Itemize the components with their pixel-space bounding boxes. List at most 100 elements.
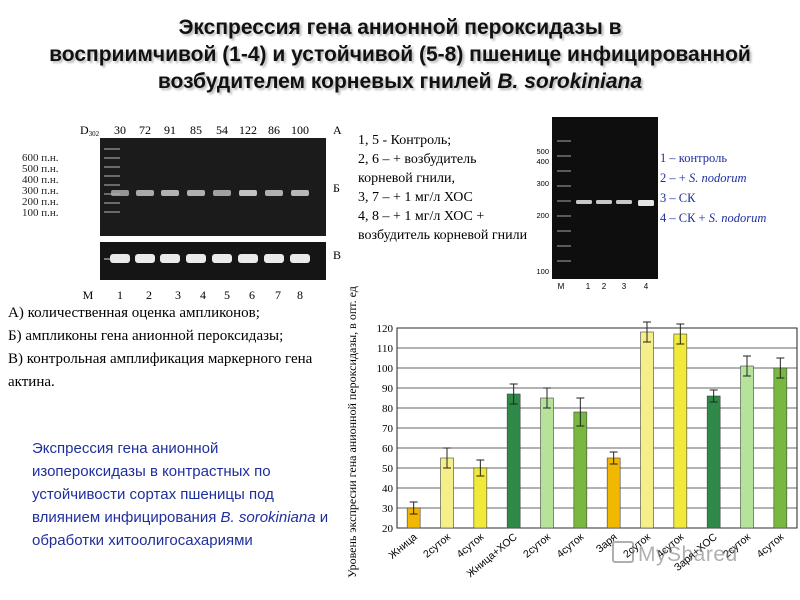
legend-item-2: 2, 6 – + возбудитель корневой гнили, xyxy=(358,152,477,186)
chart-x-tick-label: 4суток xyxy=(754,531,786,561)
gel-right-legend: 1 – контроль 2 – + S. nodorum 3 – СК 4 –… xyxy=(660,148,800,228)
gel-right-ladder-band xyxy=(557,140,571,142)
gel-lane-label: 2 xyxy=(146,288,152,302)
chart-y-tick-label: 120 xyxy=(377,323,394,335)
legend-item-1: 1, 5 - Контроль; xyxy=(358,133,452,148)
chart-y-tick-label: 50 xyxy=(382,463,394,475)
gel-left-lane-labels: М 1 2 3 4 5 6 7 8 xyxy=(83,288,303,302)
gel-right-ladder-band xyxy=(557,245,571,247)
note-b: Б) ампликоны гена анионной пероксидазы; xyxy=(8,328,284,344)
summary-text: Экспрессия гена анионной изопероксидазы … xyxy=(32,437,332,552)
title-species: B. sorokiniana xyxy=(497,70,643,93)
chart-bar xyxy=(506,393,521,529)
gel-panel-b xyxy=(100,138,326,236)
gel-ladder-label: 400 п.н. xyxy=(22,174,59,186)
watermark-text: MyShared xyxy=(638,543,738,566)
gel-quant-value: 91 xyxy=(164,123,176,137)
gel-right-ladder-band xyxy=(557,215,571,217)
gel-panel-letter: В xyxy=(333,248,341,262)
legend2-item-2: 2 – + S. nodorum xyxy=(660,171,747,185)
slide-title: Экспрессия гена анионной пероксидазы в в… xyxy=(0,14,800,95)
gel-right-ladder-band xyxy=(557,185,571,187)
note-c: В) контрольная амплификация маркерного г… xyxy=(8,351,313,390)
legend2-item-3: 3 – СК xyxy=(660,191,696,205)
gel-right-ladder-band xyxy=(557,260,571,262)
gel-ladder-band xyxy=(104,211,120,213)
gel-ladder-label: 500 п.н. xyxy=(22,163,59,175)
figure-notes: А) количественная оценка ампликонов; Б) … xyxy=(8,302,353,394)
chart-x-tick-label: Жница xyxy=(386,531,419,562)
gel-actin-band xyxy=(186,254,206,263)
gel-actin-band xyxy=(238,254,258,263)
gel-right-band xyxy=(596,200,612,204)
gel-right-ladder-label: 200 xyxy=(536,211,549,220)
summary-main: Экспрессия гена анионной изопероксидазы … xyxy=(32,440,274,526)
gel-right-ladder-label: 400 xyxy=(536,157,549,166)
gel-ladder-band xyxy=(104,202,120,204)
legend-item-4: 4, 8 – + 1 мг/л ХОС + возбудитель корнев… xyxy=(358,209,528,243)
chart-y-tick-label: 80 xyxy=(382,403,394,415)
gel-ladder-label: 100 п.н. xyxy=(22,207,59,219)
gel-band xyxy=(161,190,179,196)
gel-quant-value: 30 xyxy=(114,123,126,137)
gel-ladder-label: 300 п.н. xyxy=(22,185,59,197)
gel-actin-band xyxy=(290,254,310,263)
chart-x-tick-label: 2суток xyxy=(521,531,553,561)
gel-lane-label: 4 xyxy=(200,288,206,302)
chart-bar xyxy=(773,367,788,529)
gel-lane-label: 5 xyxy=(224,288,230,302)
chart-x-tick-label: 2суток xyxy=(421,531,453,561)
summary-species: B. sorokiniana xyxy=(220,509,316,526)
gel-actin-band xyxy=(110,254,130,263)
gel-lane-label: 7 xyxy=(275,288,281,302)
title-line-3: возбудителем корневых гнилей B. sorokini… xyxy=(0,68,800,95)
gel-ladder-band xyxy=(104,148,120,150)
chart-bar xyxy=(640,331,654,529)
gel-right-ladder-band xyxy=(557,200,571,202)
gel-right-band xyxy=(576,200,592,204)
gel-right-lane-label: 1 xyxy=(586,282,591,291)
gel-marker-label: D302 xyxy=(80,123,100,138)
gel-right-lane-label: 3 xyxy=(622,282,627,291)
title-line-3-text: возбудителем корневых гнилей xyxy=(157,70,492,93)
gel-right-lane-label: 2 xyxy=(602,282,607,291)
chart-bars xyxy=(406,321,788,529)
gel-lane-label: 8 xyxy=(297,288,303,302)
note-a: А) количественная оценка ампликонов; xyxy=(8,305,260,321)
watermark-icon xyxy=(612,541,634,563)
watermark-logo: MyShared xyxy=(612,541,738,567)
gel-right-ladder-label: 500 xyxy=(536,147,549,156)
chart-y-tick-label: 40 xyxy=(382,483,394,495)
gel-quant-value: 54 xyxy=(216,123,228,137)
gel-actin-band xyxy=(212,254,232,263)
gel-quant-value: 100 xyxy=(291,123,309,137)
gel-ladder-label: 200 п.н. xyxy=(22,196,59,208)
gel-band xyxy=(291,190,309,196)
gel-panel-letters: А Б В xyxy=(333,123,342,262)
gel-panel-letter: А xyxy=(333,123,342,137)
chart-y-tick-label: 100 xyxy=(377,363,394,375)
chart-x-tick-label: 4суток xyxy=(554,531,586,561)
gel-right-ladder-label: 300 xyxy=(536,179,549,188)
gel-ladder-label: 600 п.н. xyxy=(22,152,59,164)
chart-bar xyxy=(673,333,688,529)
gel-band xyxy=(187,190,205,196)
gel-right-lane-label: M xyxy=(558,282,565,291)
gel-left-ladder-labels: 600 п.н.500 п.н.400 п.н.300 п.н.200 п.н.… xyxy=(22,152,59,219)
gel-ladder-band xyxy=(104,175,120,177)
title-line-2: восприимчивой (1-4) и устойчивой (5-8) п… xyxy=(49,43,751,66)
legend2-item-4: 4 – СК + S. nodorum xyxy=(660,211,767,225)
chart-y-tick-label: 70 xyxy=(382,423,394,435)
chart-y-tick-label: 60 xyxy=(382,443,394,455)
gel-right-ladder-band xyxy=(557,170,571,172)
gel-quant-value: 85 xyxy=(190,123,202,137)
gel-actin-band xyxy=(264,254,284,263)
gel-band xyxy=(213,190,231,196)
gel-quant-value: 72 xyxy=(139,123,151,137)
chart-bar xyxy=(740,365,754,529)
gel-legend: 1, 5 - Контроль; 2, 6 – + возбудитель ко… xyxy=(358,131,528,245)
gel-right-image xyxy=(552,117,658,279)
gel-lane-label: М xyxy=(83,288,94,302)
